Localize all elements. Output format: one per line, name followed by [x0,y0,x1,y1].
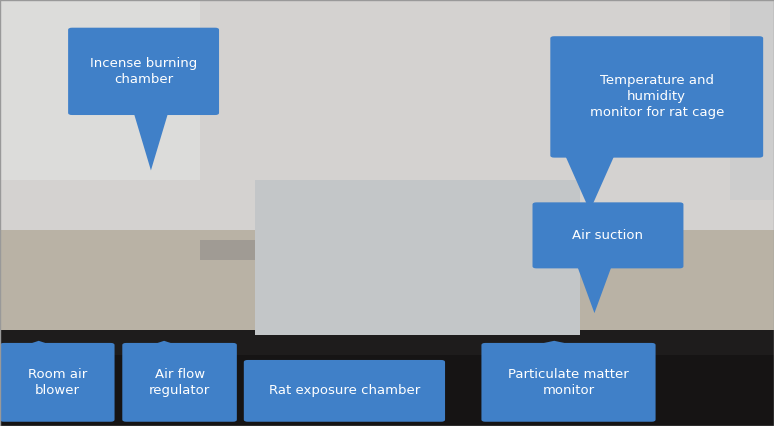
Text: Room air
blower: Room air blower [28,368,87,397]
Text: Air flow
regulator: Air flow regulator [149,368,211,397]
FancyBboxPatch shape [0,343,115,422]
FancyBboxPatch shape [533,202,683,268]
Polygon shape [577,266,611,313]
Text: Particulate matter
monitor: Particulate matter monitor [508,368,629,397]
FancyBboxPatch shape [550,36,763,158]
FancyBboxPatch shape [244,360,445,422]
FancyBboxPatch shape [481,343,656,422]
FancyBboxPatch shape [122,343,237,422]
Polygon shape [151,341,177,345]
Text: Incense burning
chamber: Incense burning chamber [90,57,197,86]
Text: Air suction: Air suction [573,229,643,242]
Text: Temperature and
humidity
monitor for rat cage: Temperature and humidity monitor for rat… [590,75,724,119]
Polygon shape [134,113,168,170]
Polygon shape [26,341,52,345]
Text: Rat exposure chamber: Rat exposure chamber [269,384,420,397]
Polygon shape [565,155,615,211]
Polygon shape [534,341,574,345]
FancyBboxPatch shape [68,28,219,115]
Polygon shape [316,360,362,362]
